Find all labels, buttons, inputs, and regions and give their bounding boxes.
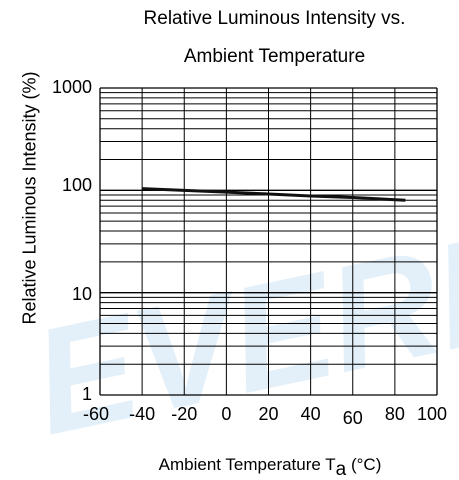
x-tick-label: 60 [342,408,363,428]
x-axis-label-subscript: a [335,459,347,480]
x-tick-label: 0 [221,404,232,424]
x-tick-label: 80 [384,404,405,424]
series-line [142,187,406,202]
x-tick-label: 20 [258,404,279,424]
x-tick-label: 40 [300,404,321,424]
x-axis-label: Ambient Temperature Ta (°C) [158,454,382,480]
y-tick-label: 10 [71,284,92,304]
x-tick-label: -20 [171,404,198,424]
x-tick-label: -40 [129,404,156,424]
x-tick-label: -60 [82,404,110,424]
x-axis-label-prefix: Ambient Temperature T [158,455,336,474]
x-axis-label-suffix: (°C) [346,455,382,474]
x-tick-label: 100 [416,404,448,424]
chart-title-line2: Ambient Temperature [183,46,366,67]
y-tick-label: 1 [81,384,92,404]
chart-title-line1: Relative Luminous Intensity vs. [143,8,406,29]
y-tick-label: 1000 [51,77,92,97]
y-tick-label: 100 [61,175,92,195]
